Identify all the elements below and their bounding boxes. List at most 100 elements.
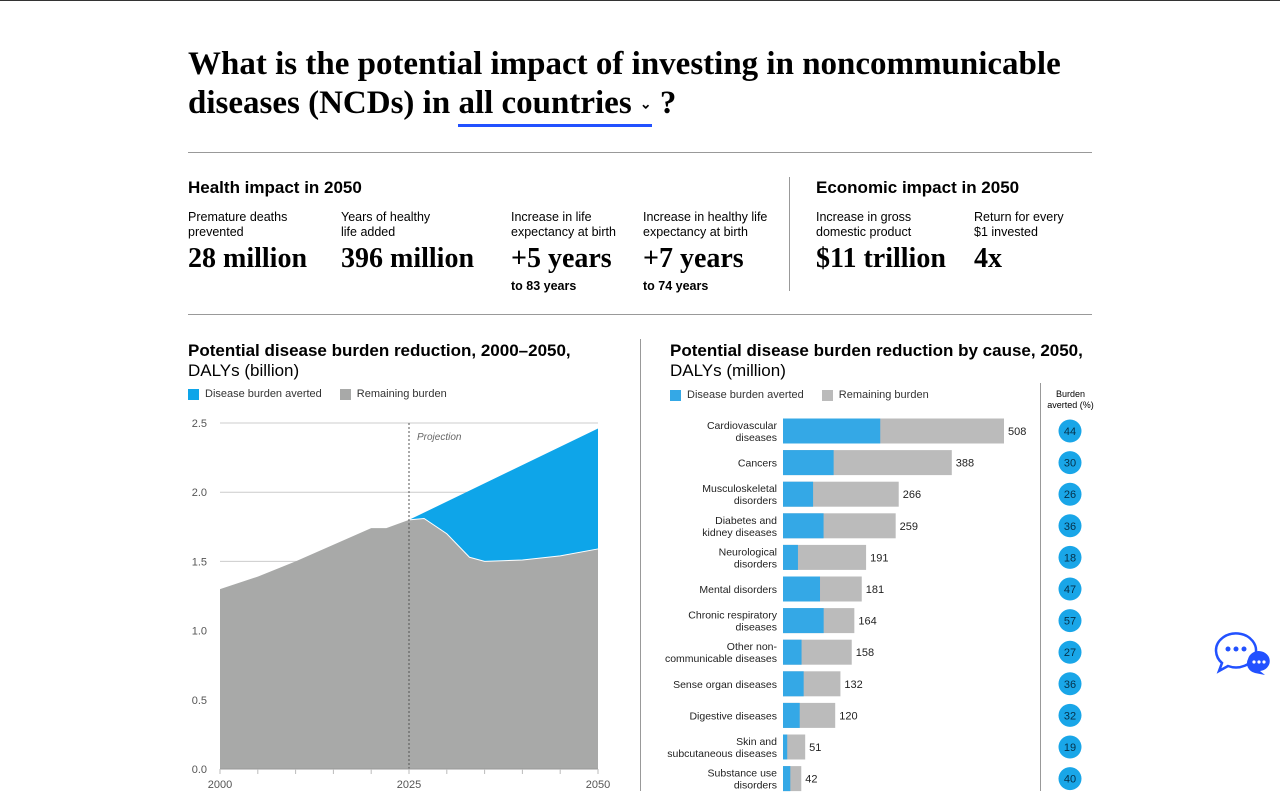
bar-remaining: [783, 734, 806, 760]
bar-averted: [783, 766, 791, 792]
stat-value: 4x: [974, 243, 1002, 274]
divider: [188, 314, 1092, 315]
area-averted: [409, 428, 598, 562]
category-label: subcutaneous diseases: [667, 748, 777, 760]
y-tick-label: 1.0: [192, 626, 207, 638]
bar-value-label: 266: [903, 489, 921, 501]
bar-value-label: 120: [839, 710, 857, 722]
bar-averted: [783, 513, 824, 539]
legend-swatch-averted: [670, 389, 681, 401]
bar-averted: [783, 734, 788, 760]
x-tick-label: 2050: [586, 779, 610, 791]
pct-badge: [1058, 419, 1082, 443]
category-label: Musculoskeletal: [702, 483, 777, 495]
stat-label: Return for every $1 invested: [974, 210, 1064, 239]
category-label: communicable diseases: [665, 653, 777, 665]
pct-badge: [1058, 577, 1082, 601]
category-label: Chronic respiratory: [688, 610, 777, 622]
stat-value: +5 years: [511, 243, 612, 274]
stat-label: Years of healthy life added: [341, 210, 431, 239]
pct-badge: [1058, 767, 1082, 791]
health-heading: Health impact in 2050: [188, 178, 362, 197]
stat-label: Premature deaths prevented: [188, 210, 288, 239]
bar-value-label: 181: [866, 584, 884, 596]
bar-legend: Disease burden averted Remaining burden: [670, 389, 929, 401]
pct-value: 26: [1064, 489, 1076, 501]
bar-value-label: 158: [856, 647, 874, 659]
category-label: disorders: [734, 495, 777, 507]
pct-badge: [1058, 545, 1082, 569]
pct-value: 47: [1064, 584, 1076, 596]
stat-value: +7 years: [643, 243, 744, 274]
bar-value-label: 259: [900, 521, 918, 533]
divider: [188, 152, 1092, 153]
bar-value-label: 132: [844, 679, 862, 691]
bar-value-label: 51: [809, 742, 821, 754]
bar-averted: [783, 702, 800, 728]
category-label: disorders: [734, 780, 777, 792]
bar-averted: [783, 639, 802, 665]
country-selector[interactable]: all countries ⌄: [458, 87, 652, 128]
bar-averted: [783, 418, 881, 444]
category-label: Skin and: [736, 736, 777, 748]
chevron-down-icon: ⌄: [639, 97, 652, 113]
stat-label: Increase in gross domestic product: [816, 210, 912, 239]
bar-averted: [783, 481, 814, 507]
pct-badge: [1058, 735, 1082, 759]
category-label: diseases: [736, 622, 777, 634]
category-label: Cancers: [738, 458, 777, 470]
stat-label: Increase in life expectancy at birth: [511, 210, 616, 239]
chat-widget-button[interactable]: [1212, 629, 1270, 682]
stat-value: $11 trillion: [816, 243, 946, 274]
category-label: Sense organ diseases: [673, 679, 777, 691]
y-tick-label: 0.5: [192, 695, 207, 707]
area-chart: 0.0 0.5 1.0 1.5 2.0 2.5 Projection 2000 2025 2050: [192, 418, 611, 791]
category-label: kidney diseases: [702, 527, 777, 539]
category-label: Diabetes and: [715, 515, 777, 527]
bar-chart-title: Potential disease burden reduction by ca…: [670, 341, 1083, 380]
pct-badge: [1058, 609, 1082, 633]
stat-value: 396 million: [341, 243, 475, 274]
economic-heading: Economic impact in 2050: [816, 178, 1020, 197]
category-label: Digestive diseases: [689, 710, 777, 722]
divider: [640, 339, 641, 791]
projection-label: Projection: [417, 432, 462, 443]
area-chart-title: Potential disease burden reduction, 2000…: [188, 341, 571, 380]
area-legend: Disease burden averted Remaining burden: [188, 388, 447, 400]
x-tick-label: 2025: [397, 779, 421, 791]
chat-bubbles-icon: [1214, 632, 1270, 675]
page-title: What is the potential impact of investin…: [188, 45, 1108, 128]
category-label: Substance use: [708, 768, 778, 780]
category-label: diseases: [736, 432, 777, 444]
divider: [789, 177, 790, 291]
bar-value-label: 388: [956, 458, 974, 470]
y-tick-label: 2.5: [192, 418, 207, 430]
category-label: Neurological: [719, 546, 777, 558]
pct-value: 32: [1064, 710, 1076, 722]
pct-badge: [1058, 514, 1082, 538]
pct-value: 30: [1064, 458, 1076, 470]
bar-value-label: 42: [805, 774, 817, 786]
pct-badge: [1058, 672, 1082, 696]
bar-averted: [783, 544, 798, 570]
pct-value: 57: [1064, 616, 1076, 628]
divider: [1040, 383, 1041, 791]
pct-badge: [1058, 640, 1082, 664]
bar-value-label: 508: [1008, 426, 1026, 438]
legend-swatch-remaining: [821, 389, 833, 401]
pct-value: 36: [1064, 521, 1076, 533]
bar-averted: [783, 671, 804, 697]
area-boundary: [408, 517, 599, 562]
pct-badge: [1058, 451, 1082, 475]
pct-value: 27: [1064, 647, 1076, 659]
x-tick-label: 2000: [208, 779, 232, 791]
stat-sub: to 74 years: [643, 279, 709, 293]
pct-badge: [1058, 703, 1082, 727]
y-tick-label: 1.5: [192, 556, 207, 568]
pct-header: Burden averted (%): [1047, 389, 1094, 410]
category-label: Mental disorders: [699, 584, 777, 596]
pct-value: 19: [1064, 742, 1076, 754]
y-tick-label: 0.0: [192, 764, 207, 776]
category-label: disorders: [734, 558, 777, 570]
stat-label: Increase in healthy life expectancy at b…: [643, 210, 768, 239]
